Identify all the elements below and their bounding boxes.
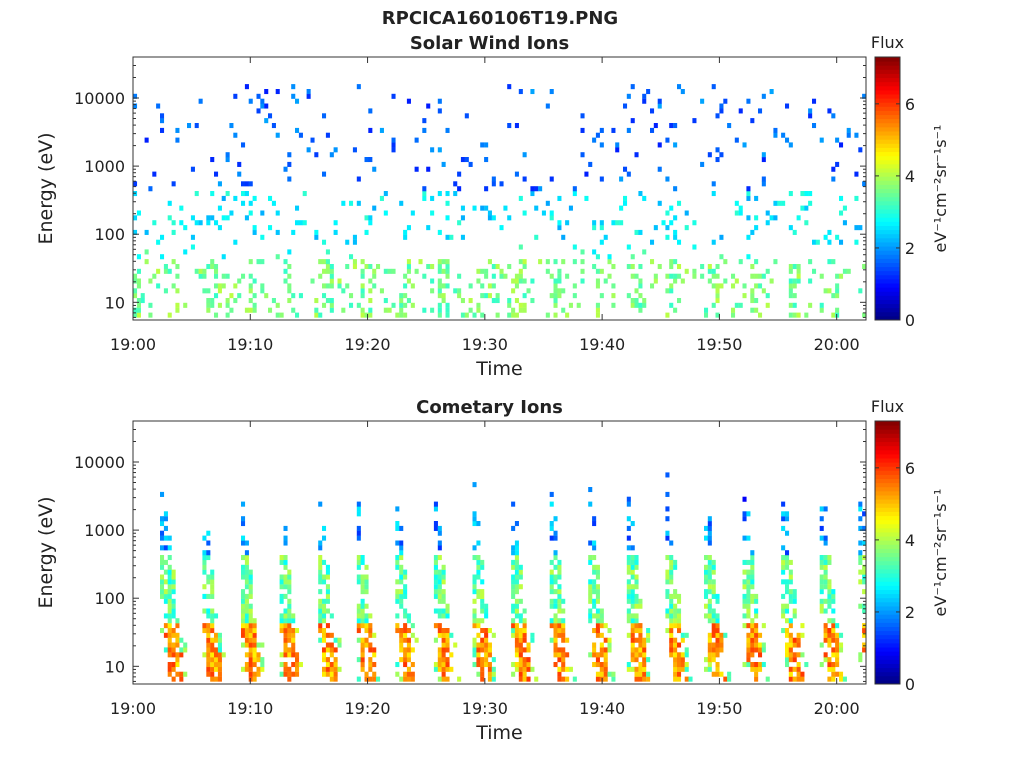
x-tick-label: 19:50 [696, 335, 742, 354]
colorbar-tick-label: 2 [905, 603, 915, 622]
cometary-panel: Cometary Ions 10 100 1000 10000 19:00 19:10 19:… [35, 397, 950, 744]
x-tick-label: 19:10 [227, 699, 273, 718]
colorbar-units: eV⁻¹cm⁻²sr⁻¹s⁻¹ [931, 125, 950, 253]
x-tick-label: 19:40 [579, 699, 625, 718]
plot-frame [132, 420, 867, 685]
x-tick-label: 19:30 [462, 699, 508, 718]
x-axis-label: Time [475, 722, 523, 744]
x-tick-label: 19:40 [579, 335, 625, 354]
plot-frame [132, 56, 867, 321]
colorbar-tick-label: 4 [905, 167, 915, 186]
heatmap-cells [160, 472, 867, 682]
colorbar-title: Flux [871, 397, 904, 416]
y-tick-label: 10000 [74, 89, 125, 108]
solar-wind-panel: Solar Wind Ions 10 100 1000 10000 19:00 19:10 1… [35, 33, 950, 380]
y-tick-label: 1000 [84, 157, 125, 176]
y-axis-label: Energy (eV) [35, 496, 57, 608]
y-tick-label: 10000 [74, 453, 125, 472]
colorbar: 0 2 4 6 Flux eV⁻¹cm⁻²sr⁻¹s⁻¹ [871, 397, 950, 694]
colorbar-tick-label: 2 [905, 239, 915, 258]
y-tick-label: 10 [105, 293, 125, 312]
x-tick-label: 19:30 [462, 335, 508, 354]
colorbar: 0 2 4 6 Flux eV⁻¹cm⁻²sr⁻¹s⁻¹ [871, 33, 950, 330]
x-tick-label: 20:00 [814, 699, 860, 718]
x-tick-label: 20:00 [814, 335, 860, 354]
x-tick-label: 19:10 [227, 335, 273, 354]
x-tick-label: 19:50 [696, 699, 742, 718]
colorbar-title: Flux [871, 33, 904, 52]
x-tick-label: 19:00 [110, 699, 156, 718]
y-tick-label: 1000 [84, 521, 125, 540]
heatmap-cells [133, 84, 867, 318]
colorbar-tick-label: 6 [905, 95, 915, 114]
panel-title: Solar Wind Ions [410, 33, 569, 54]
colorbar-tick-label: 4 [905, 531, 915, 550]
y-tick-label: 10 [105, 657, 125, 676]
colorbar-tick-label: 0 [905, 675, 915, 694]
y-tick-label: 100 [94, 225, 125, 244]
x-tick-label: 19:20 [345, 335, 391, 354]
x-tick-label: 19:00 [110, 335, 156, 354]
colorbar-tick-label: 6 [905, 459, 915, 478]
figure-title: RPCICA160106T19.PNG [382, 8, 618, 29]
x-axis-label: Time [475, 358, 523, 380]
colorbar-units: eV⁻¹cm⁻²sr⁻¹s⁻¹ [931, 489, 950, 617]
y-axis-label: Energy (eV) [35, 132, 57, 244]
y-tick-label: 100 [94, 589, 125, 608]
colorbar-tick-label: 0 [905, 311, 915, 330]
panel-title: Cometary Ions [416, 397, 563, 418]
x-tick-label: 19:20 [345, 699, 391, 718]
